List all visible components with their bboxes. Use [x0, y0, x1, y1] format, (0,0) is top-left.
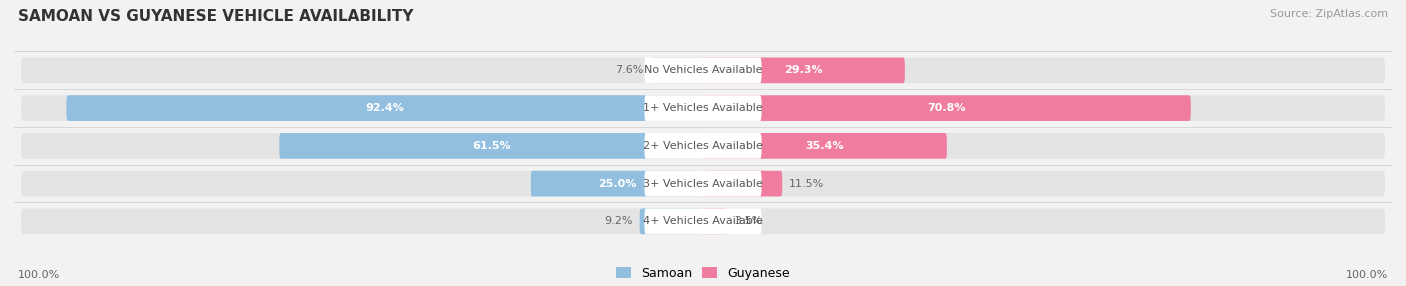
- FancyBboxPatch shape: [531, 171, 703, 196]
- Text: 11.5%: 11.5%: [789, 179, 824, 188]
- Text: 100.0%: 100.0%: [1346, 270, 1388, 280]
- FancyBboxPatch shape: [703, 57, 905, 83]
- Text: 2+ Vehicles Available: 2+ Vehicles Available: [643, 141, 763, 151]
- Text: 35.4%: 35.4%: [806, 141, 844, 151]
- FancyBboxPatch shape: [644, 171, 762, 196]
- FancyBboxPatch shape: [703, 133, 946, 159]
- Text: 92.4%: 92.4%: [366, 103, 404, 113]
- Text: 100.0%: 100.0%: [18, 270, 60, 280]
- Text: 4+ Vehicles Available: 4+ Vehicles Available: [643, 217, 763, 226]
- Text: 9.2%: 9.2%: [605, 217, 633, 226]
- Text: 29.3%: 29.3%: [785, 65, 824, 75]
- FancyBboxPatch shape: [21, 133, 1385, 159]
- FancyBboxPatch shape: [21, 57, 1385, 83]
- FancyBboxPatch shape: [644, 208, 762, 234]
- Text: No Vehicles Available: No Vehicles Available: [644, 65, 762, 75]
- FancyBboxPatch shape: [644, 57, 762, 83]
- Text: 3+ Vehicles Available: 3+ Vehicles Available: [643, 179, 763, 188]
- Text: 70.8%: 70.8%: [928, 103, 966, 113]
- FancyBboxPatch shape: [21, 208, 1385, 234]
- Text: SAMOAN VS GUYANESE VEHICLE AVAILABILITY: SAMOAN VS GUYANESE VEHICLE AVAILABILITY: [18, 9, 413, 23]
- Text: 7.6%: 7.6%: [616, 65, 644, 75]
- Legend: Samoan, Guyanese: Samoan, Guyanese: [616, 267, 790, 280]
- FancyBboxPatch shape: [703, 171, 782, 196]
- FancyBboxPatch shape: [703, 95, 1191, 121]
- FancyBboxPatch shape: [703, 208, 727, 234]
- FancyBboxPatch shape: [21, 171, 1385, 196]
- FancyBboxPatch shape: [280, 133, 703, 159]
- Text: 25.0%: 25.0%: [598, 179, 636, 188]
- FancyBboxPatch shape: [644, 133, 762, 159]
- Text: 3.5%: 3.5%: [734, 217, 762, 226]
- FancyBboxPatch shape: [21, 95, 1385, 121]
- FancyBboxPatch shape: [644, 95, 762, 121]
- Text: 61.5%: 61.5%: [472, 141, 510, 151]
- FancyBboxPatch shape: [651, 57, 703, 83]
- Text: Source: ZipAtlas.com: Source: ZipAtlas.com: [1270, 9, 1388, 19]
- Text: 1+ Vehicles Available: 1+ Vehicles Available: [643, 103, 763, 113]
- FancyBboxPatch shape: [66, 95, 703, 121]
- FancyBboxPatch shape: [640, 208, 703, 234]
